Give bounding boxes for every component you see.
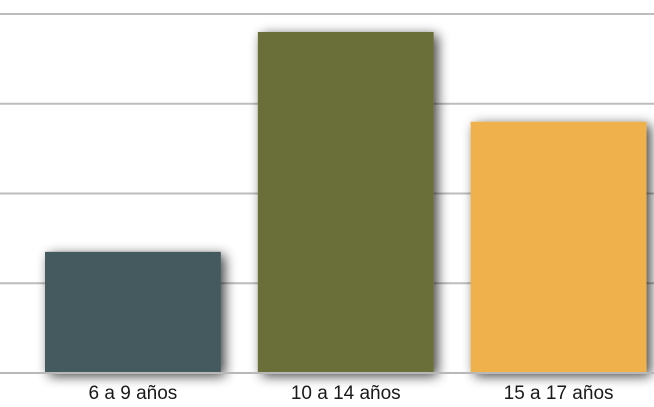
x-tick-label: 15 a 17 años xyxy=(504,383,614,404)
bars xyxy=(45,31,647,373)
x-tick-label: 10 a 14 años xyxy=(291,383,401,404)
x-tick-labels: 6 a 9 años 10 a 14 años 15 a 17 años xyxy=(89,383,614,404)
bar-3 xyxy=(470,121,647,373)
x-tick-label: 6 a 9 años xyxy=(89,383,178,404)
bar-2 xyxy=(257,31,434,373)
bar-1 xyxy=(45,251,221,373)
